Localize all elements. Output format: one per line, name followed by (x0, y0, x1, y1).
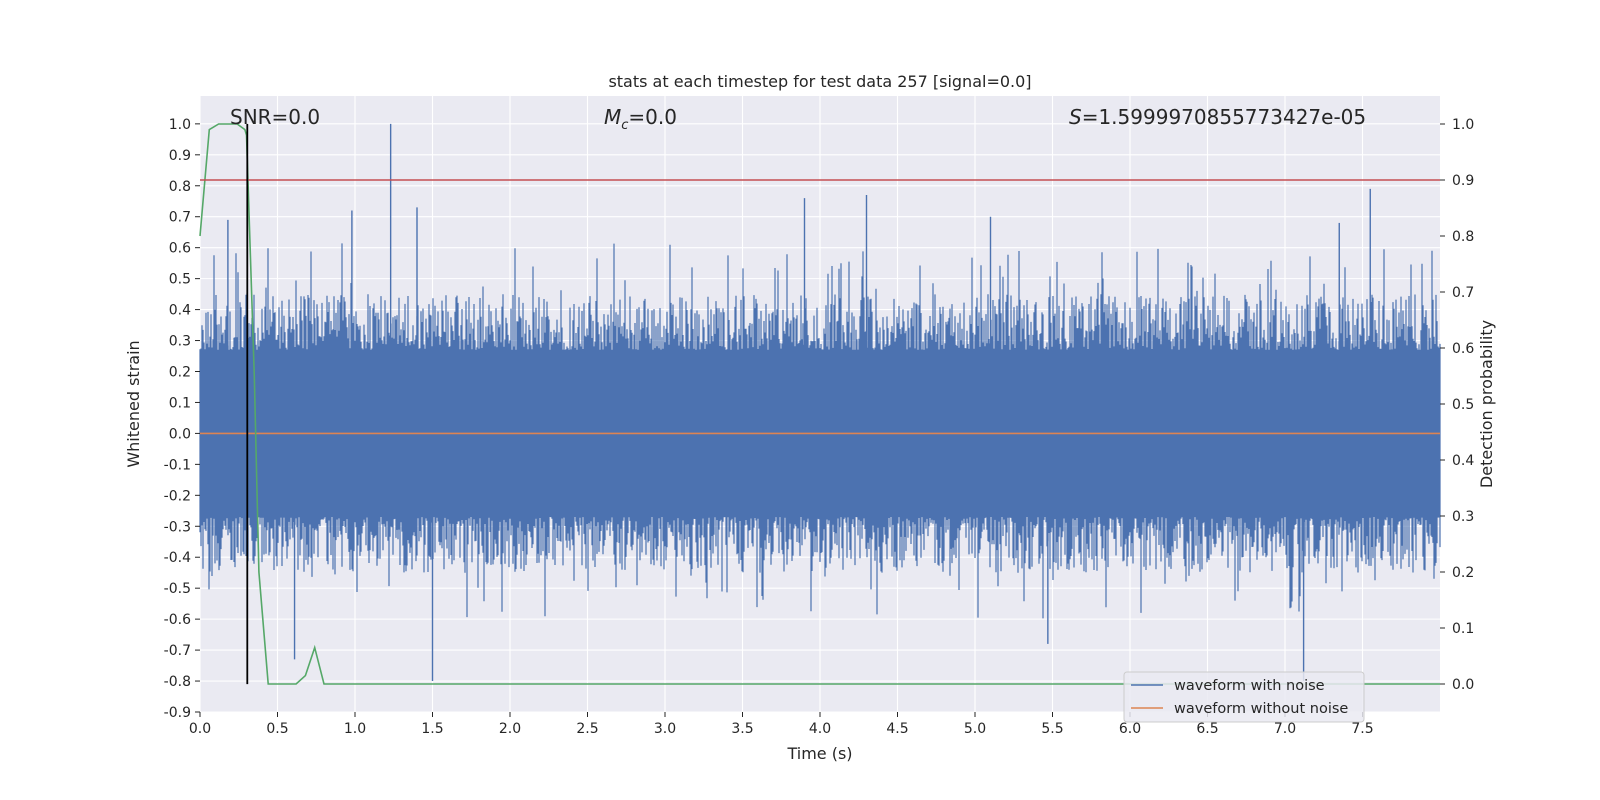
x-tick-label: 2.5 (576, 721, 598, 737)
y-tick-label: 0.2 (169, 364, 191, 380)
y-tick-label: -0.7 (164, 643, 191, 659)
y-tick-label: -0.9 (164, 705, 191, 721)
x-tick-label: 1.0 (344, 721, 366, 737)
chirp-mass-annotation: Mc=0.0 (604, 105, 677, 133)
y-tick-label: -0.1 (164, 457, 191, 473)
y-tick-label: 0.7 (169, 210, 191, 226)
legend: waveform with noise waveform without noi… (1123, 671, 1365, 723)
y-tick-label: -0.6 (164, 612, 191, 628)
series-lines (199, 123, 1440, 685)
y-tick-label: 1.0 (169, 117, 191, 133)
y-tick-label: 0.6 (169, 241, 191, 257)
x-tick-label: 6.5 (1196, 721, 1218, 737)
x-tick-label: 4.5 (886, 721, 908, 737)
x-tick-label: 1.5 (421, 721, 443, 737)
x-tick-label: 0.0 (189, 721, 211, 737)
y2-tick-label: 1.0 (1452, 117, 1474, 133)
y2-tick-label: 0.9 (1452, 173, 1474, 189)
chart-title: stats at each timestep for test data 257… (608, 72, 1031, 91)
x-tick-label: 5.0 (964, 721, 986, 737)
noise-envelope (199, 243, 1441, 619)
y-tick-label: 0.0 (169, 426, 191, 442)
y-tick-label: 0.1 (169, 395, 191, 411)
y-tick-label: 0.3 (169, 334, 191, 350)
y2-tick-label: 0.4 (1452, 453, 1474, 469)
snr-annotation: SNR=0.0 (230, 105, 320, 129)
x-axis-label: Time (s) (786, 744, 852, 763)
y-tick-label: -0.8 (164, 674, 191, 690)
y-tick-label: 0.8 (169, 179, 191, 195)
y2-tick-label: 0.3 (1452, 509, 1474, 525)
x-tick-label: 3.5 (731, 721, 753, 737)
s-annotation: S=1.5999970855773427e-05 (1069, 105, 1366, 129)
y2-axis-ticks: 1.0 0.9 0.8 0.7 0.6 0.5 0.4 0.3 0.2 0.1 0.0 (1440, 117, 1474, 693)
x-tick-label: 0.5 (266, 721, 288, 737)
y-tick-label: -0.3 (164, 519, 191, 535)
y-tick-label: 0.9 (169, 148, 191, 164)
legend-box (1123, 671, 1365, 723)
x-tick-label: 7.5 (1351, 721, 1373, 737)
series-detection-probability (199, 123, 1440, 685)
x-tick-label: 5.5 (1041, 721, 1063, 737)
y-tick-label: 0.4 (169, 303, 191, 319)
y2-tick-label: 0.1 (1452, 621, 1474, 637)
y-axis-ticks: 1.0 0.9 0.8 0.7 0.6 0.5 0.4 0.3 0.2 0.1 0.0 -0.1 -0.… (164, 117, 200, 721)
series-waveform-with-noise (199, 123, 1441, 682)
y-tick-label: -0.4 (164, 550, 191, 566)
y2-axis-label: Detection probability (1477, 320, 1496, 488)
x-tick-label: 6.0 (1119, 721, 1141, 737)
x-axis-ticks: 0.0 0.5 1.0 1.5 2.0 2.5 3.0 3.5 4.0 4.5 5.0 5.5 6.0 6… (189, 712, 1374, 737)
y2-tick-label: 0.6 (1452, 341, 1474, 357)
y-tick-label: -0.5 (164, 581, 191, 597)
y2-tick-label: 0.7 (1452, 285, 1474, 301)
x-tick-label: 2.0 (499, 721, 521, 737)
x-tick-label: 3.0 (654, 721, 676, 737)
legend-label-waveform-with-noise: waveform with noise (1174, 678, 1325, 694)
y-tick-label: 0.5 (169, 272, 191, 288)
y2-tick-label: 0.2 (1452, 565, 1474, 581)
legend-label-waveform-without-noise: waveform without noise (1174, 701, 1348, 717)
y-axis-label: Whitened strain (124, 340, 143, 467)
y2-tick-label: 0.8 (1452, 229, 1474, 245)
x-tick-label: 7.0 (1274, 721, 1296, 737)
y2-tick-label: 0.5 (1452, 397, 1474, 413)
y-tick-label: -0.2 (164, 488, 191, 504)
y2-tick-label: 0.0 (1452, 677, 1474, 693)
x-tick-label: 4.0 (809, 721, 831, 737)
